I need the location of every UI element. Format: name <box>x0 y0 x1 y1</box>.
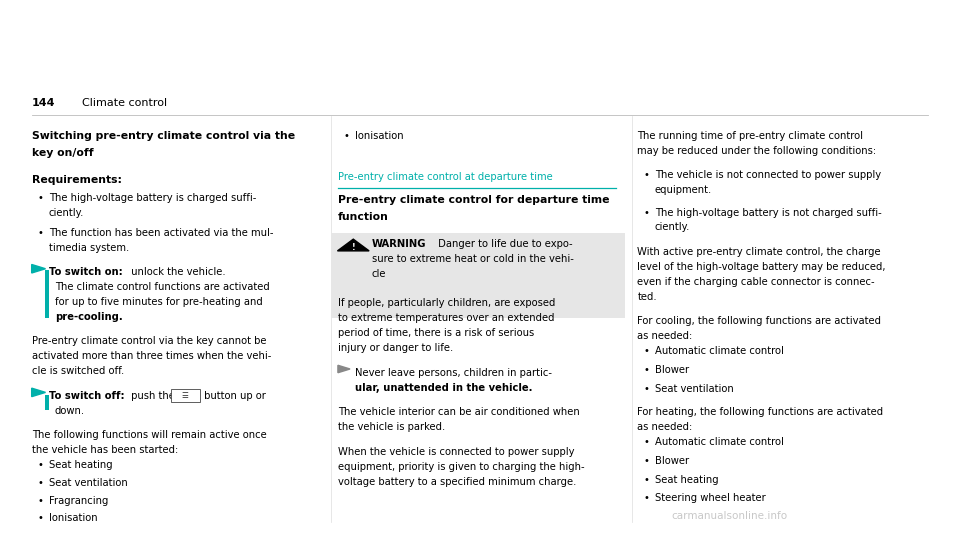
Text: carmanualsonline.info: carmanualsonline.info <box>672 511 787 521</box>
Text: Blower: Blower <box>655 365 689 375</box>
Text: key on/off: key on/off <box>32 148 93 158</box>
Text: Seat ventilation: Seat ventilation <box>49 478 128 488</box>
Text: To switch off:: To switch off: <box>49 391 125 401</box>
Text: for up to five minutes for pre-heating and: for up to five minutes for pre-heating a… <box>55 297 262 307</box>
Text: The climate control functions are activated: The climate control functions are activa… <box>55 282 270 292</box>
FancyBboxPatch shape <box>171 389 200 402</box>
Text: Ionisation: Ionisation <box>49 513 98 523</box>
Text: The function has been activated via the mul-: The function has been activated via the … <box>49 228 274 238</box>
Text: Climate control: Climate control <box>82 98 167 108</box>
Text: !: ! <box>351 243 355 252</box>
Text: •: • <box>643 494 649 503</box>
Text: voltage battery to a specified minimum charge.: voltage battery to a specified minimum c… <box>338 477 576 487</box>
Text: With active pre-entry climate control, the charge: With active pre-entry climate control, t… <box>637 247 881 257</box>
Text: Seat heating: Seat heating <box>49 460 112 470</box>
Text: Seat ventilation: Seat ventilation <box>655 384 733 394</box>
Text: The high-voltage battery is charged suffi-: The high-voltage battery is charged suff… <box>49 193 256 203</box>
Text: •: • <box>37 478 43 488</box>
Polygon shape <box>338 239 369 251</box>
Polygon shape <box>32 388 45 397</box>
Polygon shape <box>32 264 45 273</box>
Text: To switch on:: To switch on: <box>49 267 123 277</box>
Text: Pre-entry climate control at departure time: Pre-entry climate control at departure t… <box>338 172 553 182</box>
Text: equipment.: equipment. <box>655 185 712 195</box>
Text: Fragrancing: Fragrancing <box>49 496 108 506</box>
Text: cle is switched off.: cle is switched off. <box>32 366 124 376</box>
Text: Danger to life due to expo-: Danger to life due to expo- <box>435 239 572 249</box>
Text: •: • <box>37 496 43 506</box>
Text: ciently.: ciently. <box>49 208 84 218</box>
Text: ☰: ☰ <box>181 391 189 400</box>
Text: ciently.: ciently. <box>655 222 690 232</box>
Text: injury or danger to life.: injury or danger to life. <box>338 343 453 353</box>
Text: pre-cooling.: pre-cooling. <box>55 312 123 322</box>
Text: the vehicle is parked.: the vehicle is parked. <box>338 422 445 432</box>
Text: period of time, there is a risk of serious: period of time, there is a risk of serio… <box>338 328 534 338</box>
Text: Automatic climate control: Automatic climate control <box>655 346 783 356</box>
Text: •: • <box>37 228 43 238</box>
Text: Pre-entry climate control via the key cannot be: Pre-entry climate control via the key ca… <box>32 336 266 346</box>
Text: as needed:: as needed: <box>637 422 693 432</box>
Text: If people, particularly children, are exposed: If people, particularly children, are ex… <box>338 298 555 309</box>
Text: the vehicle has been started:: the vehicle has been started: <box>32 445 178 455</box>
Polygon shape <box>338 365 350 373</box>
Text: may be reduced under the following conditions:: may be reduced under the following condi… <box>637 146 876 156</box>
Text: •: • <box>643 384 649 394</box>
Text: Seat heating: Seat heating <box>655 474 718 484</box>
Text: •: • <box>643 365 649 375</box>
Text: equipment, priority is given to charging the high-: equipment, priority is given to charging… <box>338 462 585 472</box>
Text: cle: cle <box>372 269 386 279</box>
Text: ular, unattended in the vehicle.: ular, unattended in the vehicle. <box>355 383 533 393</box>
Text: •: • <box>643 207 649 217</box>
Text: •: • <box>643 170 649 180</box>
Text: Blower: Blower <box>655 456 689 466</box>
Text: function: function <box>338 212 389 222</box>
Text: Automatic climate control: Automatic climate control <box>655 437 783 447</box>
Text: When the vehicle is connected to power supply: When the vehicle is connected to power s… <box>338 447 574 457</box>
Text: For cooling, the following functions are activated: For cooling, the following functions are… <box>637 316 881 326</box>
Text: •: • <box>643 474 649 484</box>
Text: •: • <box>643 437 649 447</box>
Text: The running time of pre-entry climate control: The running time of pre-entry climate co… <box>637 131 863 141</box>
Text: activated more than three times when the vehi-: activated more than three times when the… <box>32 351 271 361</box>
Text: even if the charging cable connector is connec-: even if the charging cable connector is … <box>637 277 876 287</box>
Text: Steering wheel heater: Steering wheel heater <box>655 494 765 503</box>
Text: Never leave persons, children in partic-: Never leave persons, children in partic- <box>355 368 552 378</box>
Text: Pre-entry climate control for departure time: Pre-entry climate control for departure … <box>338 195 610 205</box>
Text: push the: push the <box>128 391 175 401</box>
Text: For heating, the following functions are activated: For heating, the following functions are… <box>637 407 883 417</box>
Text: down.: down. <box>55 406 84 416</box>
Text: Ionisation: Ionisation <box>355 131 404 141</box>
Text: to extreme temperatures over an extended: to extreme temperatures over an extended <box>338 313 555 324</box>
Text: timedia system.: timedia system. <box>49 243 130 253</box>
FancyBboxPatch shape <box>45 270 49 318</box>
Text: The vehicle interior can be air conditioned when: The vehicle interior can be air conditio… <box>338 407 580 417</box>
Text: •: • <box>37 460 43 470</box>
Text: sure to extreme heat or cold in the vehi-: sure to extreme heat or cold in the vehi… <box>372 254 573 264</box>
Text: The high-voltage battery is not charged suffi-: The high-voltage battery is not charged … <box>655 207 881 217</box>
Text: The vehicle is not connected to power supply: The vehicle is not connected to power su… <box>655 170 881 180</box>
Text: •: • <box>37 513 43 523</box>
Text: •: • <box>344 131 349 141</box>
Text: level of the high-voltage battery may be reduced,: level of the high-voltage battery may be… <box>637 262 886 272</box>
FancyBboxPatch shape <box>331 233 625 318</box>
Text: •: • <box>37 193 43 203</box>
Text: The following functions will remain active once: The following functions will remain acti… <box>32 430 267 440</box>
Text: •: • <box>643 346 649 356</box>
FancyBboxPatch shape <box>45 395 49 410</box>
Text: unlock the vehicle.: unlock the vehicle. <box>128 267 226 277</box>
Text: button up or: button up or <box>201 391 266 401</box>
Text: •: • <box>643 456 649 466</box>
Text: Requirements:: Requirements: <box>32 175 122 185</box>
Text: Switching pre-entry climate control via the: Switching pre-entry climate control via … <box>32 131 295 141</box>
Text: ted.: ted. <box>637 292 657 302</box>
Text: 144: 144 <box>32 98 55 108</box>
Text: WARNING: WARNING <box>372 239 426 249</box>
Text: as needed:: as needed: <box>637 331 693 341</box>
